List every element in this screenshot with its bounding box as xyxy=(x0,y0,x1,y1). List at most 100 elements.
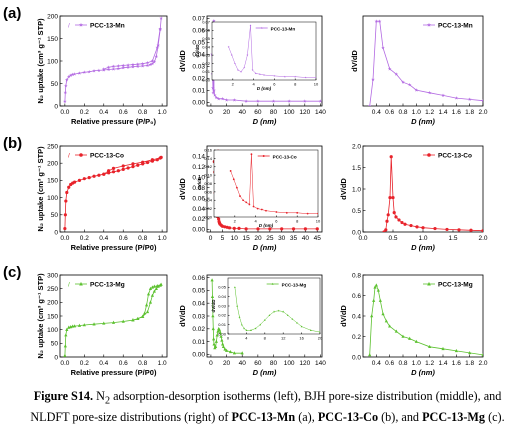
data-point xyxy=(223,347,227,351)
data-point xyxy=(309,329,312,331)
data-point xyxy=(217,217,221,221)
data-point xyxy=(140,61,145,66)
data-point xyxy=(145,60,150,65)
x-tick-label: 0.0 xyxy=(60,235,69,242)
data-point xyxy=(152,60,157,64)
x-tick-label: 60 xyxy=(254,109,262,116)
plot-frame xyxy=(362,274,484,358)
data-point xyxy=(158,26,162,31)
data-point xyxy=(385,219,389,223)
data-point xyxy=(251,69,254,71)
series-group xyxy=(229,153,318,215)
legend-label: PCC-13-Mn xyxy=(271,26,296,31)
data-point xyxy=(111,320,116,324)
x-tick-label: 1.2 xyxy=(425,360,434,367)
legend-prefix: / xyxy=(68,281,70,288)
data-point xyxy=(82,177,86,181)
y-tick-label: 0.03 xyxy=(192,64,205,71)
legend-prefix: / xyxy=(68,152,70,159)
data-point xyxy=(407,82,412,87)
data-point xyxy=(317,212,318,215)
y-tick-label: 0.08 xyxy=(192,185,205,192)
y-tick-label: 0.04 xyxy=(192,206,205,213)
data-point xyxy=(106,65,111,69)
data-point xyxy=(217,328,222,332)
data-point xyxy=(374,19,379,23)
data-point xyxy=(232,98,237,102)
x-tick-label: 0.0 xyxy=(60,360,69,367)
y-tick-label: 1.0 xyxy=(352,186,361,193)
x-tick-label: 0.4 xyxy=(99,360,108,367)
x-tick-label: 2 xyxy=(234,219,237,224)
data-point xyxy=(148,300,153,304)
chart-panel: 0.0 0.2 0.4 0.6 0.8 1.0 0 50 100 150 200 250 Relativ… xyxy=(36,143,168,252)
data-point xyxy=(303,99,307,103)
y-axis-label: dV/dD xyxy=(211,299,216,313)
data-point xyxy=(159,16,163,20)
x-tick-label: 1.6 xyxy=(452,360,461,367)
data-point xyxy=(268,227,272,231)
data-point xyxy=(213,93,217,97)
data-point xyxy=(131,318,135,322)
data-point xyxy=(236,304,239,307)
data-point xyxy=(427,90,432,95)
y-axis-label: dV/dD xyxy=(339,305,348,327)
data-point xyxy=(304,76,307,79)
x-tick-label: 4 xyxy=(254,219,257,224)
y-tick-label: 0.06 xyxy=(192,195,205,202)
plot-frame xyxy=(227,277,321,335)
legend-label: PCC-13-Mg xyxy=(282,282,307,287)
y-tick-label: 0.0 xyxy=(352,354,361,361)
x-tick-label: 1.0 xyxy=(412,360,421,367)
row-label: (c) xyxy=(3,264,21,281)
data-point xyxy=(111,166,116,170)
data-point xyxy=(152,284,156,288)
data-point xyxy=(300,325,303,328)
y-tick-label: 0.01 xyxy=(218,322,227,327)
data-point xyxy=(150,293,155,297)
x-tick-label: 0.6 xyxy=(119,360,128,367)
inset-plot: 2 4 6 8 100.000.010.020.030.040.050.060.07D … xyxy=(195,19,319,91)
data-point xyxy=(294,75,297,78)
x-tick-label: 1.0 xyxy=(158,109,167,116)
data-point xyxy=(244,99,248,103)
x-tick-label: 2.0 xyxy=(478,109,487,116)
data-point xyxy=(259,323,262,326)
data-point xyxy=(154,54,159,59)
data-point xyxy=(296,211,299,214)
x-tick-label: 100 xyxy=(284,109,295,116)
plot-frame xyxy=(211,21,317,81)
data-point xyxy=(66,74,71,79)
x-tick-label: 20 xyxy=(254,235,262,242)
data-point xyxy=(64,333,68,337)
x-tick-label: 1.0 xyxy=(158,360,167,367)
x-tick-label: 100 xyxy=(284,360,295,367)
data-point xyxy=(415,225,419,229)
y-tick-label: 0.06 xyxy=(204,189,213,194)
x-tick-label: 0 xyxy=(209,360,213,367)
data-point xyxy=(212,337,216,341)
y-tick-label: 0.4 xyxy=(352,313,361,320)
y-tick-label: 0.04 xyxy=(192,52,205,59)
y-tick-label: 0.10 xyxy=(204,173,213,178)
y-tick-label: 0.00 xyxy=(192,352,205,359)
data-point xyxy=(232,351,236,355)
x-tick-label: 4 xyxy=(245,336,248,341)
data-point xyxy=(63,99,67,104)
data-point xyxy=(121,63,126,68)
data-point xyxy=(306,212,309,215)
row-label: (a) xyxy=(3,5,21,22)
data-point xyxy=(77,323,82,327)
data-point xyxy=(381,312,385,316)
data-point xyxy=(101,67,106,71)
data-point xyxy=(409,223,413,228)
y-tick-label: 50 xyxy=(51,212,59,219)
x-tick-label: 1.4 xyxy=(438,360,447,367)
y-tick-label: 0.6 xyxy=(352,293,361,300)
data-point xyxy=(224,348,229,352)
y-tick-label: 200 xyxy=(47,13,58,20)
x-tick-label: 10 xyxy=(316,219,321,224)
x-tick-label: 140 xyxy=(315,109,326,116)
data-point xyxy=(155,284,159,288)
data-point xyxy=(260,208,263,211)
